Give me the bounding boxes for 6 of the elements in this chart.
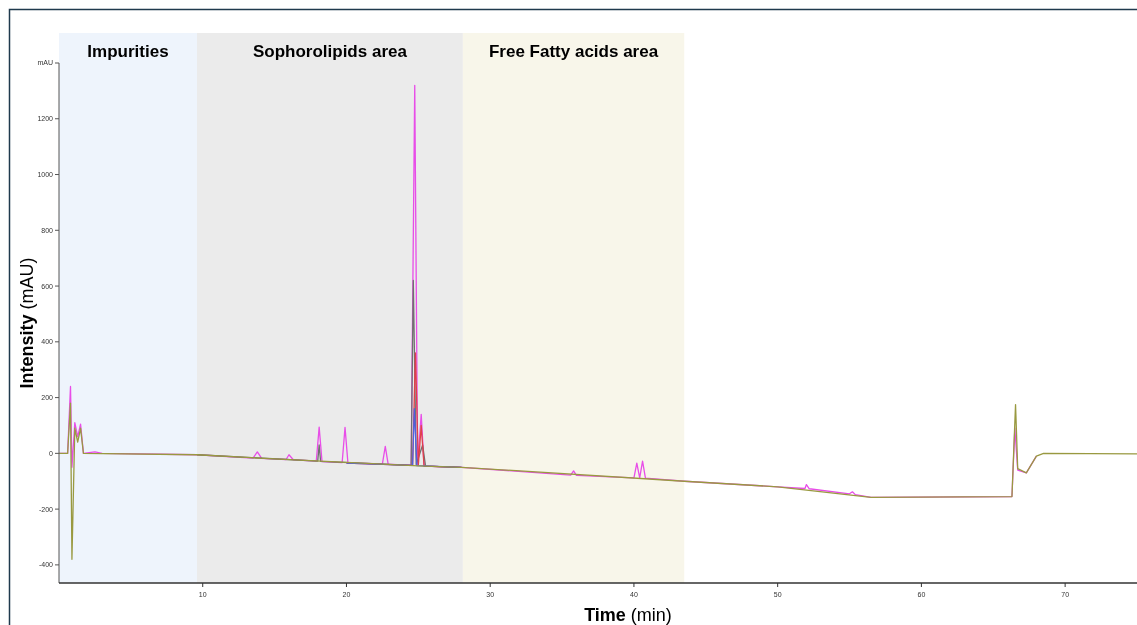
y-axis-title: Intensity (mAU) [17, 257, 37, 389]
band-label: Free Fatty acids area [488, 42, 659, 61]
band-label: Impurities [87, 42, 169, 61]
line-series [59, 402, 1137, 560]
x-axis-title: Time (min) [584, 605, 672, 625]
band-label: Sophorolipids area [252, 42, 408, 61]
